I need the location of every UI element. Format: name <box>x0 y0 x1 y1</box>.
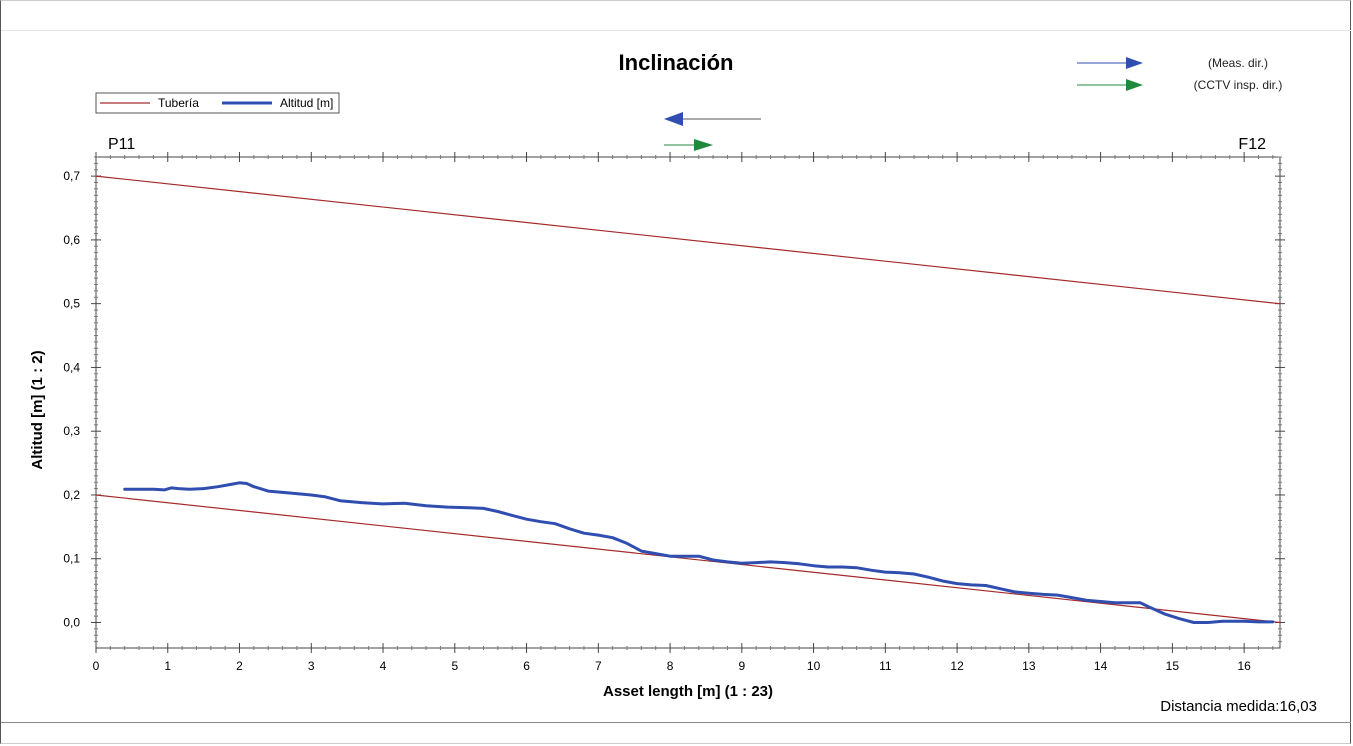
chart-title: Inclinación <box>619 50 734 75</box>
x-tick-label: 9 <box>738 659 745 673</box>
x-axis-title: Asset length [m] (1 : 23) <box>603 683 773 700</box>
x-tick-label: 13 <box>1022 659 1036 673</box>
y-tick-label: 0,0 <box>63 615 80 629</box>
y-tick-label: 0,7 <box>63 169 80 183</box>
direction-legend: (Meas. dir.) (CCTV insp. dir.) <box>1077 56 1282 92</box>
x-tick-label: 6 <box>523 659 530 673</box>
y-tick-label: 0,4 <box>63 360 80 374</box>
x-tick-label: 14 <box>1094 659 1108 673</box>
x-tick-label: 0 <box>93 659 100 673</box>
end-node-label: F12 <box>1238 136 1266 153</box>
center-meas-arrow-icon <box>664 112 683 126</box>
x-tick-label: 11 <box>879 659 892 673</box>
x-tick-label: 4 <box>380 659 387 673</box>
y-tick-label: 0,1 <box>63 552 80 566</box>
center-direction-arrows <box>664 112 761 151</box>
y-tick-label: 0,6 <box>63 233 80 247</box>
plot-area <box>95 156 1281 649</box>
y-tick-label: 0,2 <box>63 488 80 502</box>
y-tick-labels: 0,0 0,1 0,2 0,3 0,4 0,5 0,6 0,7 <box>63 169 80 629</box>
center-cctv-arrow-icon <box>694 139 713 151</box>
x-tick-label: 15 <box>1166 659 1180 673</box>
cctv-dir-arrow-icon <box>1126 79 1143 91</box>
pipe-line-0 <box>95 175 1281 305</box>
x-tick-label: 5 <box>451 659 458 673</box>
y-tick-label: 0,3 <box>63 424 80 438</box>
meas-dir-arrow-icon <box>1126 57 1143 69</box>
x-tick-label: 1 <box>164 659 171 673</box>
x-tick-label: 8 <box>667 659 674 673</box>
x-tick-label: 3 <box>308 659 315 673</box>
y-axis-title: Altitud [m] (1 : 2) <box>29 350 46 469</box>
legend-label-tuberia: Tubería <box>158 96 199 110</box>
x-tick-label: 16 <box>1237 659 1251 673</box>
cctv-dir-label: (CCTV insp. dir.) <box>1194 78 1283 92</box>
measured-distance: Distancia medida:16,03 <box>1160 698 1317 715</box>
altitude-series-line <box>123 481 1275 624</box>
x-tick-label: 10 <box>807 659 821 673</box>
x-tick-label: 2 <box>236 659 243 673</box>
header-separator <box>1 30 1351 31</box>
y-tick-label: 0,5 <box>63 297 80 311</box>
footer-separator <box>1 722 1351 723</box>
x-tick-label: 7 <box>595 659 602 673</box>
series-legend: Tubería Altitud [m] <box>95 92 340 114</box>
chart-series <box>95 175 1281 624</box>
x-tick-label: 12 <box>950 659 964 673</box>
axis-ticks <box>91 152 1285 653</box>
pipe-line-1 <box>95 494 1281 624</box>
legend-label-altitud: Altitud [m] <box>280 96 333 110</box>
x-tick-labels: 0 1 2 3 4 5 6 7 8 9 10 11 12 13 14 15 16 <box>93 659 1251 673</box>
meas-dir-label: (Meas. dir.) <box>1208 56 1268 70</box>
legend-box <box>95 92 340 114</box>
start-node-label: P11 <box>108 136 135 153</box>
